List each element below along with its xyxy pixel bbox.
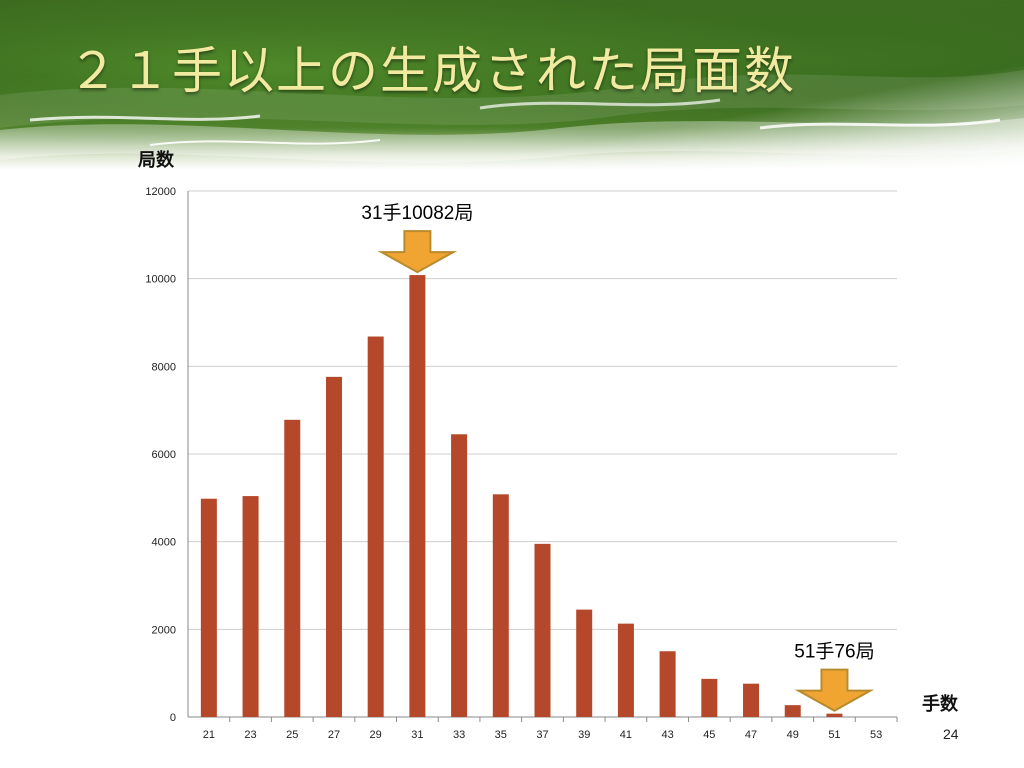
bar [451, 434, 468, 717]
x-tick-label: 53 [870, 729, 882, 741]
title-banner [0, 0, 1024, 170]
annotation-label: 31手10082局 [361, 202, 473, 224]
bar [367, 336, 384, 717]
bar [284, 419, 301, 717]
bar [325, 376, 342, 717]
x-tick-label: 45 [703, 729, 715, 741]
x-tick-label: 49 [787, 729, 799, 741]
x-tick-label: 43 [661, 729, 673, 741]
slide-title: ２１手以上の生成された局面数 [68, 42, 796, 100]
bar [492, 494, 509, 717]
bar [617, 623, 634, 717]
y-tick-label: 0 [170, 712, 176, 724]
y-tick-label: 6000 [152, 449, 176, 461]
x-tick-label: 31 [411, 729, 423, 741]
bar [743, 683, 760, 717]
y-axis-title: 局数 [138, 150, 174, 171]
bar [534, 543, 551, 717]
bar [701, 678, 718, 717]
x-tick-label: 29 [370, 729, 382, 741]
y-tick-label: 12000 [145, 186, 176, 198]
bar [242, 496, 259, 717]
bar [784, 705, 801, 717]
bar [659, 651, 676, 717]
x-tick-label: 37 [536, 729, 548, 741]
y-tick-labels: 0 2000 4000 6000 8000 10000 12000 [145, 186, 176, 724]
x-tick-label: 25 [286, 729, 298, 741]
bars [200, 275, 843, 717]
annotation-arrow [377, 230, 458, 274]
x-tick-label: 23 [244, 729, 256, 741]
y-tick-label: 2000 [152, 624, 176, 636]
bar [826, 713, 843, 717]
bar [200, 498, 217, 717]
bar [409, 275, 426, 717]
y-tick-label: 8000 [152, 361, 176, 373]
annotations: 31手10082局 51手76局 [361, 202, 875, 712]
banner-brush-strokes [0, 70, 1024, 163]
x-tick-label: 51 [828, 729, 840, 741]
annotation-label: 51手76局 [794, 641, 874, 663]
x-tick-label: 39 [578, 729, 590, 741]
x-tick-label: 33 [453, 729, 465, 741]
y-tick-label: 4000 [152, 537, 176, 549]
x-tick-label: 21 [203, 729, 215, 741]
x-tick-label: 27 [328, 729, 340, 741]
x-tick-label: 35 [495, 729, 507, 741]
page-number: 24 [943, 726, 959, 742]
x-tick-labels: 21 23 25 27 29 31 33 35 37 39 41 43 45 47 49 51 53 [203, 729, 883, 741]
x-axis-title: 手数 [922, 694, 958, 715]
x-tick-label: 41 [620, 729, 632, 741]
x-tick-label: 47 [745, 729, 757, 741]
annotation-arrow [794, 668, 875, 712]
bar [576, 609, 593, 717]
y-tick-label: 10000 [145, 274, 176, 286]
